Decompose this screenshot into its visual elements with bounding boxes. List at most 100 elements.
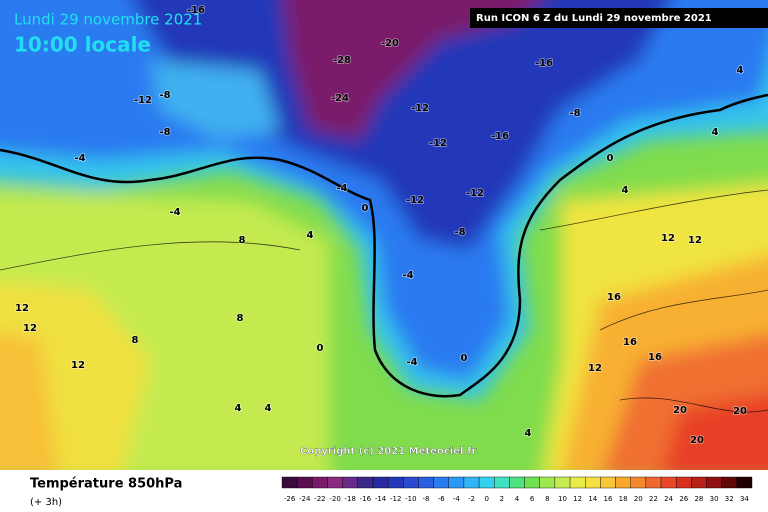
contour-label: 12 bbox=[588, 363, 602, 374]
legend-label: 4 bbox=[515, 495, 520, 503]
legend-label: -4 bbox=[453, 495, 461, 503]
legend-swatch bbox=[691, 476, 707, 489]
legend-label: 22 bbox=[649, 495, 658, 503]
legend-swatch bbox=[463, 476, 480, 489]
contour-label: -12 bbox=[411, 103, 429, 114]
isotherms bbox=[0, 189, 768, 413]
legend-swatch bbox=[312, 476, 328, 489]
legend-label: 34 bbox=[740, 495, 749, 503]
legend-swatch bbox=[600, 476, 616, 489]
legend-swatch bbox=[372, 476, 389, 489]
legend-swatch bbox=[281, 476, 298, 489]
contour-label: 16 bbox=[623, 337, 637, 348]
legend-swatch bbox=[387, 476, 404, 489]
date-label: Lundi 29 novembre 2021 bbox=[14, 11, 202, 29]
contour-label: -4 bbox=[169, 207, 180, 218]
contour-label: 8 bbox=[132, 335, 139, 346]
legend-swatch bbox=[357, 476, 374, 489]
contour-label: 8 bbox=[239, 235, 246, 246]
contour-label: -4 bbox=[74, 153, 85, 164]
legend-label: -2 bbox=[468, 495, 475, 503]
legend-swatch bbox=[615, 476, 631, 489]
legend-swatch bbox=[554, 476, 571, 489]
contour-label: -16 bbox=[187, 5, 205, 16]
legend-swatch bbox=[721, 476, 738, 489]
legend-swatch bbox=[418, 476, 434, 489]
legend-label: 24 bbox=[664, 495, 673, 503]
zero-isotherm bbox=[0, 93, 768, 398]
legend-label: 6 bbox=[530, 495, 535, 503]
contour-label: 4 bbox=[307, 230, 314, 241]
contour-label: -4 bbox=[406, 357, 417, 368]
legend-label: -22 bbox=[314, 495, 325, 503]
contour-label: 12 bbox=[688, 235, 702, 246]
legend-label: -8 bbox=[423, 495, 430, 503]
legend-label: -16 bbox=[360, 495, 372, 503]
copyright: Copyright (c) 2021 Meteociel.fr bbox=[300, 446, 477, 457]
contour-label: 0 bbox=[317, 343, 324, 354]
contour-label: 4 bbox=[622, 185, 629, 196]
contour-label: -16 bbox=[491, 131, 509, 142]
contour-label: 4 bbox=[265, 403, 272, 414]
contour-label: 12 bbox=[661, 233, 675, 244]
legend-label: 30 bbox=[710, 495, 719, 503]
legend-swatch bbox=[448, 476, 465, 489]
legend-swatch bbox=[509, 476, 525, 489]
contour-label: 4 bbox=[712, 127, 719, 138]
legend-swatch bbox=[403, 476, 419, 489]
contour-label: -8 bbox=[159, 90, 170, 101]
contour-label: 4 bbox=[737, 65, 744, 76]
legend-label: 16 bbox=[604, 495, 613, 503]
contour-label: 20 bbox=[733, 406, 747, 417]
legend-swatch bbox=[706, 476, 722, 489]
contour-label: 16 bbox=[607, 292, 621, 303]
legend-swatch bbox=[675, 476, 692, 489]
contour-label: -8 bbox=[159, 127, 170, 138]
contour-label: 12 bbox=[23, 323, 37, 334]
contour-label: -4 bbox=[336, 183, 347, 194]
legend-label: 32 bbox=[725, 495, 734, 503]
contour-label: -16 bbox=[535, 58, 553, 69]
legend-swatch bbox=[478, 476, 495, 489]
legend-swatch bbox=[524, 476, 540, 489]
contour-label: -4 bbox=[402, 270, 413, 281]
contour-label: -8 bbox=[454, 227, 465, 238]
legend-label: 12 bbox=[573, 495, 582, 503]
contour-label: -8 bbox=[569, 108, 580, 119]
contour-label: 4 bbox=[235, 403, 242, 414]
run-info: Run ICON 6 Z du Lundi 29 novembre 2021 bbox=[476, 13, 712, 24]
contour-label: -12 bbox=[429, 138, 447, 149]
legend-label: 18 bbox=[619, 495, 628, 503]
legend-swatch bbox=[494, 476, 510, 489]
legend-label: -24 bbox=[299, 495, 311, 503]
contour-label: 16 bbox=[648, 352, 662, 363]
legend-label: -12 bbox=[390, 495, 401, 503]
legend-swatch bbox=[342, 476, 359, 489]
legend-swatch bbox=[585, 476, 601, 489]
time-label: 10:00 locale bbox=[14, 33, 151, 57]
contour-label: 20 bbox=[690, 435, 704, 446]
contour-label: -12 bbox=[466, 188, 484, 199]
legend-label: -20 bbox=[329, 495, 340, 503]
contour-label: 0 bbox=[607, 153, 614, 164]
contour-label: 8 bbox=[237, 313, 244, 324]
contour-label: -12 bbox=[406, 195, 424, 206]
legend-swatch bbox=[645, 476, 662, 489]
run-banner bbox=[470, 8, 768, 28]
contour-label: -20 bbox=[381, 38, 399, 49]
legend-swatch bbox=[433, 476, 449, 489]
legend-swatch bbox=[660, 476, 677, 489]
contour-label: 12 bbox=[15, 303, 29, 314]
legend-swatch bbox=[569, 476, 586, 489]
contour-label: -12 bbox=[134, 95, 152, 106]
legend-label: -10 bbox=[405, 495, 416, 503]
legend-label: 8 bbox=[545, 495, 549, 503]
contour-label: -24 bbox=[331, 93, 349, 104]
legend-label: 0 bbox=[484, 495, 488, 503]
legend-label: -14 bbox=[375, 495, 387, 503]
legend-label: 2 bbox=[500, 495, 504, 503]
legend-swatch bbox=[539, 476, 556, 489]
footer-title: Température 850hPa bbox=[30, 477, 182, 492]
